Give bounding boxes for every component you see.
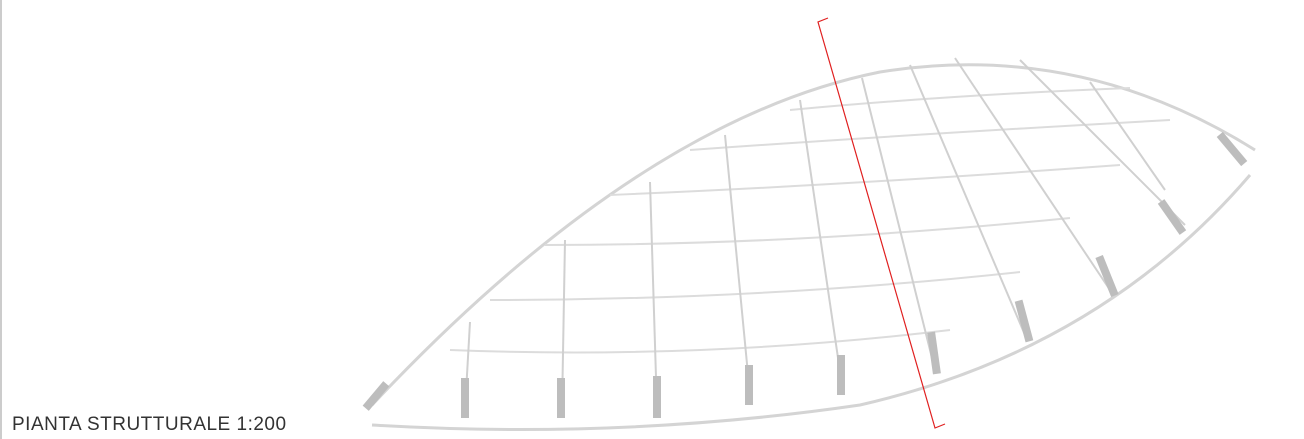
drawing-title: PIANTA STRUTTURALE 1:200 bbox=[12, 414, 287, 435]
beam bbox=[1089, 81, 1166, 191]
lower-edge bbox=[371, 174, 1252, 431]
beam bbox=[724, 134, 751, 396]
beam bbox=[544, 217, 1071, 246]
pad bbox=[461, 378, 469, 418]
pad bbox=[927, 331, 941, 375]
transverse-beams bbox=[449, 87, 1171, 354]
section-line bbox=[817, 17, 946, 429]
beam bbox=[649, 181, 658, 411]
beam bbox=[861, 77, 936, 371]
beam bbox=[449, 329, 951, 354]
outline bbox=[370, 63, 1256, 431]
beam bbox=[909, 64, 1026, 336]
upper-edge bbox=[370, 63, 1256, 407]
pad bbox=[837, 355, 845, 395]
pad bbox=[362, 381, 390, 411]
cut bbox=[817, 17, 946, 429]
pad bbox=[745, 365, 753, 405]
beam bbox=[789, 87, 1131, 111]
beam bbox=[689, 119, 1171, 151]
pad bbox=[1157, 199, 1187, 235]
pad bbox=[557, 378, 565, 418]
pad bbox=[1216, 131, 1248, 167]
beam bbox=[609, 164, 1121, 196]
pad bbox=[653, 376, 661, 418]
supports bbox=[362, 131, 1248, 418]
beam bbox=[1019, 59, 1186, 226]
pad bbox=[1095, 255, 1119, 297]
beam bbox=[954, 57, 1111, 291]
pad bbox=[1014, 299, 1034, 343]
radial-beams bbox=[464, 57, 1186, 411]
beam bbox=[489, 271, 1021, 301]
beam bbox=[799, 99, 843, 386]
